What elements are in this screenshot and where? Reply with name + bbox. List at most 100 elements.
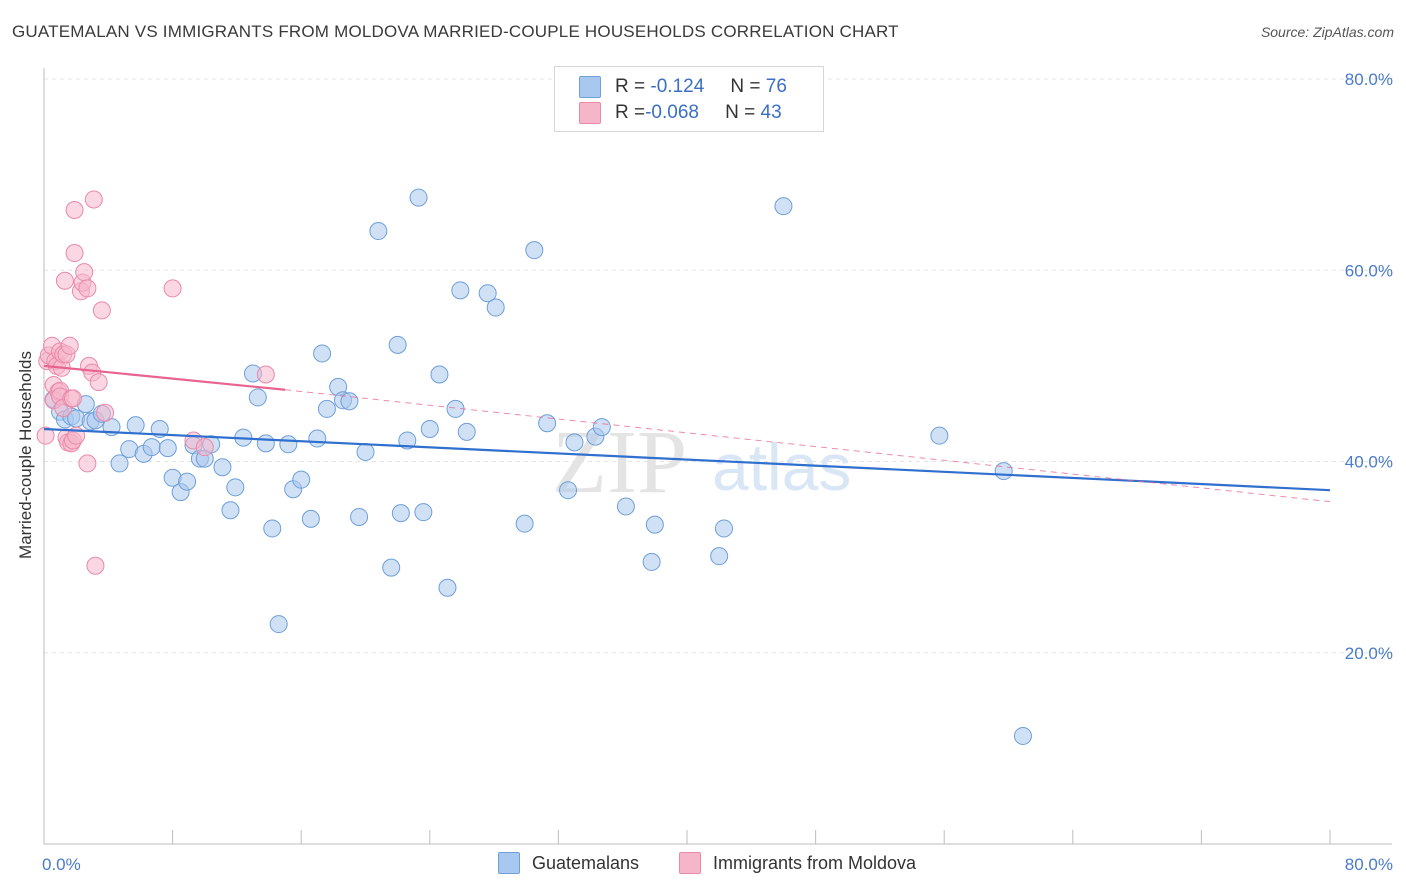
legend-row-guatemalans: R = -0.124 N = 76 — [579, 75, 787, 99]
x-tick-label-max: 80.0% — [1345, 855, 1393, 874]
guatemalan-point — [420, 419, 439, 438]
guatemalan-point — [714, 519, 733, 538]
moldova-point — [36, 426, 55, 445]
moldova-point — [55, 271, 74, 290]
guatemalan-point — [414, 503, 433, 522]
guatemalan-point — [350, 507, 369, 526]
guatemalan-point — [126, 416, 145, 435]
source-label: Source: ZipAtlas.com — [1260, 24, 1394, 40]
legend-item-guatemalans[interactable]: Guatemalans — [498, 852, 639, 874]
guatemalan-point — [451, 281, 470, 300]
guatemalan-point — [559, 481, 578, 500]
y-tick-label: 40.0% — [1345, 453, 1393, 472]
moldova-point — [65, 244, 84, 263]
moldova-point — [78, 454, 97, 473]
guatemalan-point — [391, 504, 410, 523]
guatemalan-point — [457, 422, 476, 441]
tick-labels: 20.0% 40.0% 60.0% 80.0% 0.0% 80.0% — [42, 70, 1393, 874]
chart-title: GUATEMALAN VS IMMIGRANTS FROM MOLDOVA MA… — [12, 22, 899, 41]
data-points — [36, 188, 1032, 745]
guatemalan-point — [1013, 726, 1032, 745]
moldova-point — [84, 190, 103, 209]
r-label: R = — [615, 102, 646, 123]
stats-legend: R = -0.124 N = 76 R = -0.068 N = 43 — [554, 66, 824, 132]
x-tick-label-min: 0.0% — [42, 855, 81, 874]
n-label: N = — [730, 76, 761, 97]
guatemalan-point — [158, 439, 177, 458]
n-label: N = — [725, 102, 756, 123]
moldova-point — [92, 301, 111, 320]
guatemalan-point — [592, 418, 611, 437]
guatemalan-trendline — [43, 427, 1331, 492]
guatemalan-point — [256, 434, 275, 453]
y-tick-label: 20.0% — [1345, 644, 1393, 663]
y-tick-label: 60.0% — [1345, 261, 1393, 280]
trendlines — [43, 364, 1331, 503]
n-value: 76 — [765, 76, 787, 97]
guatemalan-point — [710, 547, 729, 566]
guatemalan-point — [263, 519, 282, 538]
guatemalan-point — [616, 497, 635, 516]
guatemalan-point — [538, 414, 557, 433]
legend-row-moldova: R = -0.068 N = 43 — [579, 101, 782, 125]
axes — [43, 68, 1392, 845]
guatemalan-point — [515, 514, 534, 533]
guatemalan-point — [409, 188, 428, 207]
moldova-point — [78, 279, 97, 298]
guatemalan-point — [142, 438, 161, 457]
guatemalan-point — [930, 426, 949, 445]
moldova-trendline — [43, 364, 286, 391]
guatemalan-point — [645, 515, 664, 534]
guatemalan-point — [642, 552, 661, 571]
guatemalan-point — [369, 222, 388, 241]
guatemalan-point — [430, 365, 449, 384]
blue-swatch-icon — [579, 76, 601, 98]
guatemalan-point — [313, 344, 332, 363]
grid — [44, 78, 1392, 654]
guatemalan-point — [213, 458, 232, 477]
moldova-point — [195, 438, 214, 457]
legend-item-moldova[interactable]: Immigrants from Moldova — [679, 852, 916, 874]
guatemalan-point — [248, 388, 267, 407]
r-value: -0.124 — [650, 76, 705, 97]
pink-swatch-icon — [679, 852, 701, 874]
guatemalan-point — [478, 284, 497, 303]
guatemalan-point — [226, 478, 245, 497]
pink-swatch-icon — [579, 102, 601, 124]
guatemalan-point — [308, 429, 327, 448]
legend-label: Guatemalans — [532, 852, 640, 873]
n-value: 43 — [760, 102, 782, 123]
guatemalan-point — [388, 335, 407, 354]
moldova-point — [63, 389, 82, 408]
r-value: -0.068 — [645, 102, 699, 123]
series-legend: Guatemalans Immigrants from Moldova — [0, 852, 1406, 878]
guatemalan-point — [110, 454, 129, 473]
guatemalan-point — [178, 472, 197, 491]
guatemalan-point — [398, 431, 417, 450]
guatemalan-point — [292, 470, 311, 489]
moldova-point — [60, 336, 79, 355]
guatemalan-point — [221, 501, 240, 520]
guatemalan-point — [382, 558, 401, 577]
guatemalan-point — [565, 433, 584, 452]
guatemalan-point — [269, 615, 288, 634]
guatemalan-point — [525, 241, 544, 260]
y-tick-label: 80.0% — [1345, 70, 1393, 89]
guatemalan-point — [340, 392, 359, 411]
moldova-point — [96, 403, 115, 422]
guatemalan-point — [317, 399, 336, 418]
r-label: R = — [615, 76, 646, 97]
guatemalan-point — [774, 197, 793, 216]
guatemalan-point — [994, 462, 1013, 481]
moldova-point — [86, 556, 105, 575]
moldova-point — [163, 279, 182, 298]
guatemalan-point — [486, 298, 505, 317]
blue-swatch-icon — [498, 852, 520, 874]
moldova-point — [65, 201, 84, 220]
legend-label: Immigrants from Moldova — [713, 852, 917, 873]
moldova-point — [89, 373, 108, 392]
moldova-point — [75, 263, 94, 282]
moldova-point — [256, 365, 275, 384]
guatemalan-point — [279, 435, 298, 454]
